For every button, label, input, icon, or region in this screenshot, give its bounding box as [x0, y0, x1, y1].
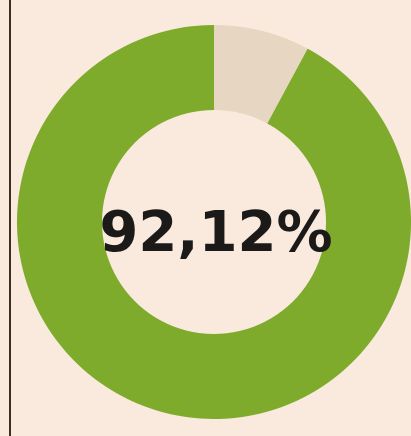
- donut-segment: [16, 25, 411, 419]
- center-label: 92,12%: [99, 200, 332, 265]
- donut-segment: [214, 25, 308, 124]
